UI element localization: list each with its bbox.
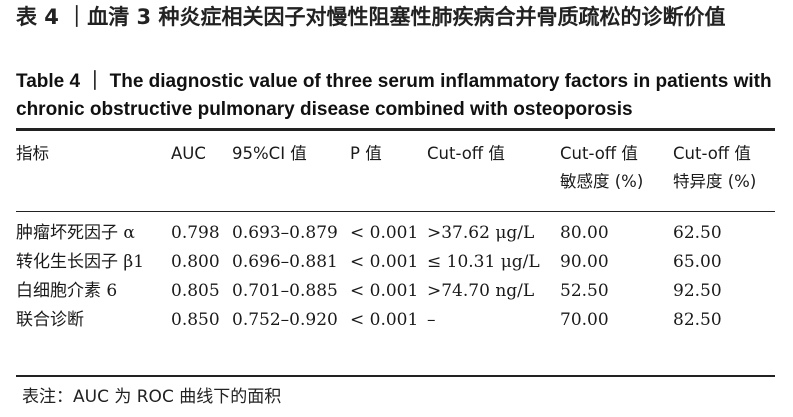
cell-auc: 0.800 (171, 252, 220, 272)
cell-auc: 0.850 (171, 310, 220, 330)
cell-auc: 0.805 (171, 281, 220, 301)
cell-specificity: 82.50 (673, 310, 722, 330)
cell-95ci: 0.701–0.885 (232, 281, 338, 301)
cell-indicator: 联合诊断 (16, 310, 84, 330)
header-indicator: 指标 (16, 144, 49, 163)
cell-indicator: 肿瘤坏死因子 α (16, 223, 135, 243)
cell-sensitivity: 70.00 (560, 310, 609, 330)
table-row: 联合诊断 0.850 0.752–0.920 < 0.001 – 70.00 8… (16, 306, 775, 335)
cell-specificity: 92.50 (673, 281, 722, 301)
cell-indicator: 转化生长因子 β1 (16, 252, 145, 272)
table-footnote: 表注：AUC 为 ROC 曲线下的面积 (22, 387, 282, 407)
cell-p-value: < 0.001 (350, 252, 419, 272)
header-sensitivity: Cut-off 值 敏感度 (%) (560, 144, 644, 191)
table-header-row: 指标 AUC 95%CI 值 P 值 Cut-off 值 Cut-off 值 敏… (16, 140, 775, 211)
table-header-rule (16, 211, 775, 212)
cell-sensitivity: 80.00 (560, 223, 609, 243)
table-row: 转化生长因子 β1 0.800 0.696–0.881 < 0.001 ≤ 10… (16, 248, 775, 277)
cell-specificity: 65.00 (673, 252, 722, 272)
header-auc: AUC (171, 144, 206, 163)
diagnostic-value-table: 指标 AUC 95%CI 值 P 值 Cut-off 值 Cut-off 值 敏… (16, 140, 775, 335)
header-cutoff: Cut-off 值 (427, 144, 505, 163)
table-row: 白细胞介素 6 0.805 0.701–0.885 < 0.001 >74.70… (16, 277, 775, 306)
cell-cutoff: ≤ 10.31 μg/L (427, 252, 540, 272)
table-row: 肿瘤坏死因子 α 0.798 0.693–0.879 < 0.001 >37.6… (16, 211, 775, 248)
cell-cutoff: >74.70 ng/L (427, 281, 535, 301)
table-top-rule (16, 128, 775, 131)
cell-p-value: < 0.001 (350, 310, 419, 330)
header-p-value: P 值 (350, 144, 382, 163)
cell-95ci: 0.693–0.879 (232, 223, 338, 243)
cell-sensitivity: 90.00 (560, 252, 609, 272)
header-95ci: 95%CI 值 (232, 144, 307, 163)
cell-cutoff: – (427, 310, 436, 330)
table-title-english: Table 4 ｜ The diagnostic value of three … (16, 71, 772, 120)
table-title-chinese: 表 4 ｜血清 3 种炎症相关因子对慢性阻塞性肺疾病合并骨质疏松的诊断价值 (16, 5, 726, 29)
cell-cutoff: >37.62 μg/L (427, 223, 535, 243)
cell-p-value: < 0.001 (350, 223, 419, 243)
cell-95ci: 0.696–0.881 (232, 252, 338, 272)
cell-95ci: 0.752–0.920 (232, 310, 338, 330)
header-specificity: Cut-off 值 特异度 (%) (673, 144, 757, 191)
cell-sensitivity: 52.50 (560, 281, 609, 301)
cell-specificity: 62.50 (673, 223, 722, 243)
cell-p-value: < 0.001 (350, 281, 419, 301)
table-bottom-rule (16, 375, 775, 377)
cell-auc: 0.798 (171, 223, 220, 243)
cell-indicator: 白细胞介素 6 (16, 281, 118, 301)
